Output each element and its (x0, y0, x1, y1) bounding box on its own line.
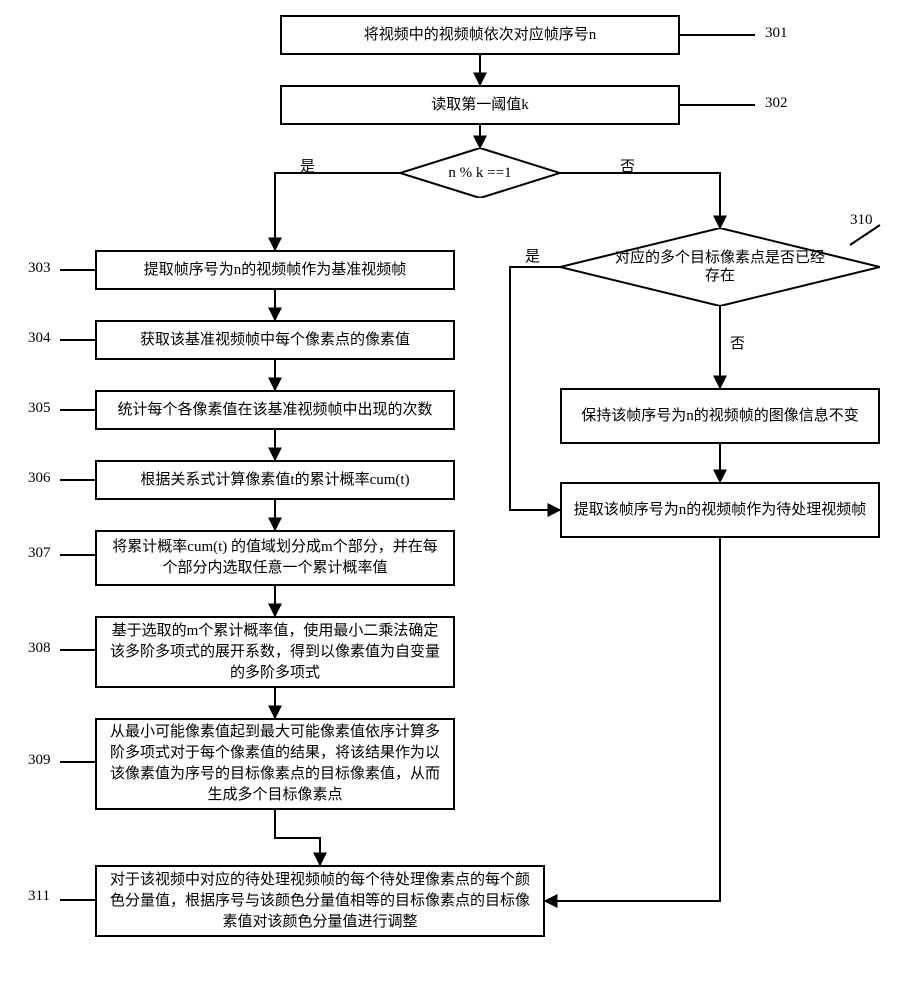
edge-yes-2: 是 (525, 245, 540, 266)
tag-302: 302 (765, 95, 788, 112)
decision-modk: n % k ==1 (400, 148, 560, 198)
process-box-302: 读取第一阈值k (280, 85, 680, 125)
decision-310: 对应的多个目标像素点是否已经存在 (560, 228, 880, 306)
box-text: 将累计概率cum(t) 的值域划分成m个部分，并在每个部分内选取任意一个累计概率… (105, 537, 445, 579)
box-text: 根据关系式计算像素值t的累计概率cum(t) (140, 470, 409, 491)
process-box-308: 基于选取的m个累计概率值，使用最小二乘法确定该多阶多项式的展开系数，得到以像素值… (95, 616, 455, 688)
tag-303: 303 (28, 260, 51, 277)
box-text: 从最小可能像素值起到最大可能像素值依序计算多阶多项式对于每个像素值的结果，将该结… (105, 722, 445, 806)
box-text: 提取帧序号为n的视频帧作为基准视频帧 (144, 260, 407, 281)
box-text: 对于该视频中对应的待处理视频帧的每个待处理像素点的每个颜色分量值，根据序号与该颜… (105, 870, 535, 933)
process-box-303: 提取帧序号为n的视频帧作为基准视频帧 (95, 250, 455, 290)
tag-306: 306 (28, 470, 51, 487)
process-box-307: 将累计概率cum(t) 的值域划分成m个部分，并在每个部分内选取任意一个累计概率… (95, 530, 455, 586)
box-text: 基于选取的m个累计概率值，使用最小二乘法确定该多阶多项式的展开系数，得到以像素值… (105, 621, 445, 684)
process-box-305: 统计每个各像素值在该基准视频帧中出现的次数 (95, 390, 455, 430)
process-box-311: 对于该视频中对应的待处理视频帧的每个待处理像素点的每个颜色分量值，根据序号与该颜… (95, 865, 545, 937)
tag-309: 309 (28, 752, 51, 769)
tag-310: 310 (850, 212, 873, 229)
box-text: 提取该帧序号为n的视频帧作为待处理视频帧 (574, 500, 867, 521)
box-text: 获取该基准视频帧中每个像素点的像素值 (140, 330, 410, 351)
tag-307: 307 (28, 545, 51, 562)
edge-no-1: 否 (620, 155, 635, 176)
process-box-304: 获取该基准视频帧中每个像素点的像素值 (95, 320, 455, 360)
process-box-keep: 保持该帧序号为n的视频帧的图像信息不变 (560, 388, 880, 444)
box-text: 读取第一阈值k (431, 95, 529, 116)
box-text: 统计每个各像素值在该基准视频帧中出现的次数 (117, 400, 432, 421)
edge-yes-1: 是 (300, 155, 315, 176)
tag-311: 311 (28, 888, 50, 905)
edge-no-2: 否 (730, 332, 745, 353)
process-box-306: 根据关系式计算像素值t的累计概率cum(t) (95, 460, 455, 500)
process-box-301: 将视频中的视频帧依次对应帧序号n (280, 15, 680, 55)
diamond-text: n % k ==1 (448, 164, 511, 182)
tag-304: 304 (28, 330, 51, 347)
tag-301: 301 (765, 25, 788, 42)
process-box-extract: 提取该帧序号为n的视频帧作为待处理视频帧 (560, 482, 880, 538)
box-text: 将视频中的视频帧依次对应帧序号n (364, 25, 597, 46)
tag-308: 308 (28, 640, 51, 657)
flowchart-canvas: 将视频中的视频帧依次对应帧序号n 301 读取第一阈值k 302 n % k =… (0, 0, 918, 1000)
tag-305: 305 (28, 400, 51, 417)
box-text: 保持该帧序号为n的视频帧的图像信息不变 (581, 406, 859, 427)
diamond-text: 对应的多个目标像素点是否已经存在 (610, 249, 830, 285)
process-box-309: 从最小可能像素值起到最大可能像素值依序计算多阶多项式对于每个像素值的结果，将该结… (95, 718, 455, 810)
